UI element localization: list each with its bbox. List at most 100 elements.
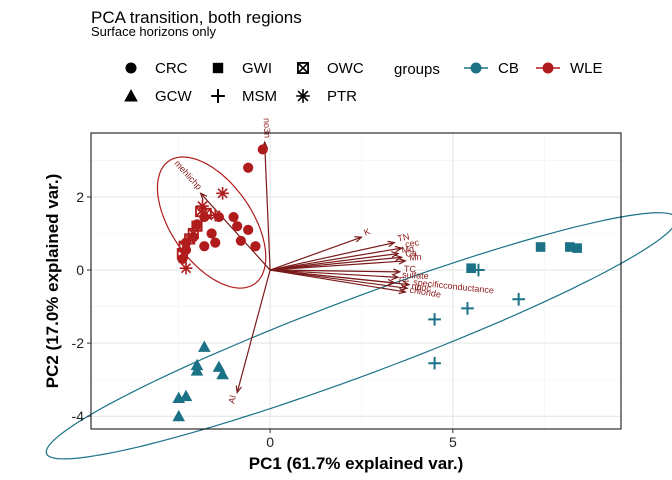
- point-wle-crc: [243, 162, 254, 173]
- y-tick-label: 2: [76, 189, 84, 205]
- loading-arrowhead: [398, 258, 407, 265]
- point-cb-gwi: [572, 243, 582, 253]
- point-cb-msm: [428, 313, 441, 326]
- legend-dot-wle: [542, 62, 554, 74]
- loading-arrowhead: [235, 385, 242, 394]
- chart-subtitle: Surface horizons only: [91, 24, 217, 39]
- point-cb-gcw: [179, 389, 193, 402]
- loading-label: TC: [404, 264, 417, 274]
- loading-arrowhead: [393, 268, 402, 276]
- loading-label: Al: [226, 394, 238, 404]
- point-wle-crc: [243, 224, 254, 235]
- loading-arrowhead: [199, 192, 208, 201]
- loading-arrow: [270, 252, 399, 271]
- legend-label-ptr: PTR: [327, 88, 357, 105]
- loading-arrow: [270, 247, 402, 271]
- loading-arrow: [270, 256, 402, 271]
- loading-arrow: [269, 242, 395, 271]
- plot-panel-border: [90, 132, 622, 430]
- legend-label-owc: OWC: [327, 60, 364, 77]
- y-tick-label: -4: [72, 408, 85, 424]
- loading-arrow: [270, 260, 406, 271]
- legend-key-crc: [125, 62, 137, 74]
- legend-key-owc: [297, 62, 309, 74]
- point-wle-crc: [235, 235, 246, 246]
- point-cb-gwi: [565, 242, 575, 252]
- point-wle-ptr: [208, 208, 222, 222]
- loading-label: TN: [397, 231, 411, 243]
- loading-arrow: [270, 269, 408, 289]
- legend-title-groups: groups: [394, 61, 440, 78]
- axis-ticks: 0 5 -4 -2 0 2: [72, 189, 457, 450]
- legend-label-gcw: GCW: [155, 88, 193, 105]
- loading-arrow: [270, 269, 399, 278]
- point-wle-ptr: [196, 199, 209, 213]
- point-cb-gwi: [466, 263, 476, 274]
- point-wle-ptr: [216, 186, 229, 200]
- loading-arrowhead: [391, 251, 400, 258]
- loading-arrow: [269, 236, 362, 271]
- point-wle-owc: [176, 248, 188, 260]
- point-wle-ptr: [179, 261, 193, 275]
- loading-arrowhead: [402, 280, 411, 288]
- x-tick-label: 0: [266, 434, 274, 450]
- loading-label: Mg: [401, 244, 415, 256]
- point-cb-gcw: [190, 364, 204, 376]
- loading-arrowhead: [391, 273, 400, 281]
- loading-arrowhead: [387, 240, 396, 248]
- loading-label: Mn: [409, 252, 422, 263]
- loading-label: Fe: [398, 275, 409, 286]
- loading-arrow: [264, 142, 271, 271]
- point-wle-crc: [210, 237, 221, 248]
- loading-label: npoc: [411, 281, 432, 294]
- chart-title: PCA transition, both regions: [91, 8, 302, 27]
- loading-arrowhead: [354, 236, 363, 243]
- legend: CRC GWI OWC GCW MSM PTR groups CB WLE: [124, 60, 603, 105]
- point-cb-gwi: [535, 242, 546, 252]
- loading-label: Ca: [405, 248, 417, 259]
- legend-dot-cb: [470, 62, 482, 74]
- loading-arrow: [200, 192, 271, 271]
- legend-label-crc: CRC: [155, 60, 188, 77]
- point-wle-crc: [232, 221, 243, 232]
- point-wle-crc: [199, 241, 210, 252]
- point-wle-crc: [257, 144, 268, 155]
- loading-label: sulfate: [402, 270, 429, 282]
- loading-label: chloride: [409, 285, 442, 300]
- legend-label-cb: CB: [498, 60, 519, 77]
- loading-arrow: [270, 269, 400, 273]
- legend-label-wle: WLE: [570, 60, 603, 77]
- y-axis-title: PC2 (17.0% explained var.): [43, 174, 62, 389]
- legend-key-gwi: [212, 62, 224, 74]
- loading-arrow: [270, 269, 410, 286]
- loading-arrowhead: [394, 245, 404, 253]
- point-wle-crc: [228, 211, 239, 223]
- y-tick-label: 0: [76, 262, 84, 278]
- loading-arrow: [236, 269, 271, 393]
- point-cb-msm: [428, 356, 441, 370]
- legend-key-ptr: [296, 89, 310, 103]
- loading-label: K: [363, 226, 372, 237]
- point-cb-gcw: [216, 367, 229, 380]
- legend-key-msm: [211, 89, 225, 103]
- point-cb-msm: [512, 292, 525, 306]
- legend-label-msm: MSM: [242, 88, 277, 105]
- ellipse-cb: [45, 212, 672, 460]
- point-cb-gcw: [172, 409, 186, 422]
- loading-arrowhead: [394, 254, 404, 262]
- x-tick-label: 5: [449, 434, 457, 450]
- legend-label-gwi: GWI: [242, 60, 272, 77]
- point-cb-msm: [461, 302, 474, 315]
- loading-arrowhead: [400, 284, 409, 291]
- x-axis-title: PC1 (61.7% explained var.): [249, 454, 464, 473]
- point-wle-crc: [250, 241, 261, 252]
- data-points: [172, 144, 582, 422]
- point-wle-crc: [206, 228, 217, 239]
- legend-key-gcw: [124, 89, 138, 102]
- point-cb-msm: [472, 263, 485, 277]
- point-cb-gcw: [198, 340, 211, 352]
- y-tick-label: -2: [72, 335, 85, 351]
- loading-label: cec: [404, 237, 420, 249]
